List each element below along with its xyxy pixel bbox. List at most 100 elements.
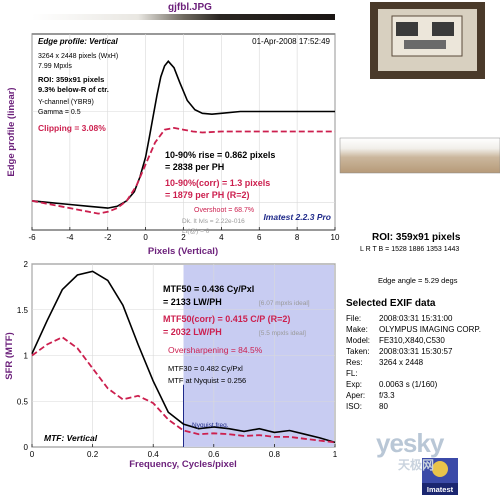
edge-x-tick-label: -6: [28, 233, 36, 242]
exif-row: File: 2008:03:31 15:31:00: [346, 314, 452, 323]
mtf50c-line-2: = 2032 LW/PH: [163, 327, 222, 337]
side-roi: ROI: 359x91 pixels: [372, 232, 461, 243]
roi-edge-image: [339, 137, 500, 174]
edge-lt-level: Lt(@) = 0: [182, 228, 210, 235]
mtf-x-tick-label: 0.4: [148, 450, 160, 459]
mtf-ylabel: SFR (MTF): [4, 332, 15, 380]
edge-info-1: 3264 x 2448 pixels (WxH): [38, 53, 118, 60]
mtf-y-tick-label: 1: [24, 352, 29, 361]
side-edge-angle: Edge angle = 5.29 degs: [378, 276, 458, 285]
edge-x-ticks: -6 -4 -2 0 2 4 6 8 10: [28, 227, 340, 242]
edge-x-tick-label: 6: [257, 233, 262, 242]
exif-value: 2008:03:31 15:30:57: [379, 347, 453, 356]
nyquist-region: [183, 265, 334, 447]
exif-row: FL:: [346, 369, 379, 378]
exif-row: Model: FE310,X840,C530: [346, 336, 445, 345]
exif-key: FL:: [346, 369, 358, 378]
exif-key: Exp:: [346, 380, 363, 389]
edge-clipping: Clipping = 3.08%: [38, 123, 106, 133]
nyquist-label: Nyquist freq.: [192, 422, 229, 429]
mtf-oversharpening: Oversharpening = 84.5%: [168, 345, 263, 355]
exif-value: OLYMPUS IMAGING CORP.: [379, 325, 481, 334]
edge-title: Edge profile: Vertical: [38, 37, 119, 46]
edge-rise-2: = 2838 per PH: [165, 162, 224, 172]
mtf-y-tick-label: 1.5: [17, 306, 29, 315]
edge-x-tick-label: 10: [331, 233, 340, 242]
edge-ylabel: Edge profile (linear): [6, 87, 17, 176]
mtf50-line-1: MTF50 = 0.436 Cy/Pxl: [163, 284, 254, 294]
exif-row: Aper: f/3.3: [346, 391, 395, 400]
mtf-title: MTF: Vertical: [44, 433, 98, 443]
edge-x-tick-label: 4: [219, 233, 224, 242]
mtf-x-tick-label: 1: [333, 450, 338, 459]
exif-value: 0.0063 s (1/160): [379, 380, 438, 389]
side-lrtb-values: = 1528 1886 1353 1443: [385, 246, 460, 253]
watermark-yesky: yesky: [376, 428, 444, 458]
mtf50-ideal: [6.07 mpxls ideal]: [259, 300, 310, 307]
exif-key: File:: [346, 314, 362, 323]
edge-date: 01-Apr-2008 17:52:49: [252, 37, 330, 46]
mtf-series: [31, 270, 336, 444]
window-title: gjfbl.JPG: [168, 2, 212, 13]
exif-key: Make:: [346, 325, 368, 334]
edge-x-tick-label: 2: [181, 233, 186, 242]
mtf-x-tick-label: 0.2: [87, 450, 99, 459]
exif-row: ISO: 80: [346, 402, 388, 411]
mtf-y-tick-label: 2: [24, 260, 29, 269]
exif-value: 80: [379, 402, 388, 411]
edge-rise-1: 10-90% rise = 0.862 pixels: [165, 150, 275, 160]
edge-x-tick-label: -2: [104, 233, 112, 242]
exif-value: FE310,X840,C530: [379, 336, 445, 345]
exif-key: Res:: [346, 358, 363, 367]
edge-roi-1: ROI: 359x91 pixels: [38, 75, 104, 84]
mtf-series-measured: [31, 270, 336, 444]
imatest-logo: Imatest: [422, 458, 458, 495]
edge-roi-2: 9.3% below-R of ctr.: [38, 85, 109, 94]
mtf-y-tick-label: 0: [24, 443, 29, 452]
edge-channel-1: Y-channel (YBR9): [38, 99, 94, 106]
side-lrtb: L R T B = 1528 1886 1353 1443: [360, 246, 459, 253]
mtf30-text: MTF30 = 0.482 Cy/Pxl: [168, 364, 243, 373]
edge-dk-levels: Dk. lt lvls = 2.22e-016: [182, 218, 245, 225]
edge-x-tick-label: -4: [66, 233, 74, 242]
edge-x-tick-label: 0: [143, 233, 148, 242]
mtf50c-ideal: [5.5 mpxls ideal]: [259, 330, 306, 337]
mtf50-line-2: = 2133 LW/PH: [163, 297, 222, 307]
imatest-version: Imatest 2.2.3 Pro: [263, 212, 331, 222]
exif-key: Taken:: [346, 347, 370, 356]
edge-series-corrected: [31, 126, 335, 215]
edge-xlabel: Pixels (Vertical): [148, 246, 218, 257]
mtf-xlabel: Frequency, Cycles/pixel: [129, 459, 237, 470]
exif-key: Model:: [346, 336, 371, 345]
mtf-x-tick-label: 0.6: [208, 450, 220, 459]
edge-rise-corr-2: = 1879 per PH (R=2): [165, 190, 250, 200]
exif-value: 2008:03:31 15:31:00: [379, 314, 453, 323]
mtf-panel: 0 0.2 0.4 0.6 0.8 1 0 0.5 1 1.5 2: [17, 260, 338, 459]
edge-series-measured: [31, 60, 335, 209]
exif-key: Aper:: [346, 391, 366, 400]
edge-x-tick-label: 8: [295, 233, 300, 242]
exif-value: f/3.3: [379, 391, 395, 400]
exif-row: Taken: 2008:03:31 15:30:57: [346, 347, 452, 356]
edge-series: [31, 60, 335, 215]
exif-value: 3264 x 2448: [379, 358, 424, 367]
mtf-series-corrected: [31, 336, 336, 444]
logo-text: Imatest: [427, 485, 454, 494]
mtf-nyquist-text: MTF at Nyquist = 0.256: [168, 376, 246, 385]
exif-row: Res: 3264 x 2448: [346, 358, 423, 367]
image-thumbnail: [370, 2, 485, 79]
edge-profile-panel: -6 -4 -2 0 2 4 6 8 10: [28, 33, 340, 242]
mtf-x-tick-label: 0.8: [269, 450, 281, 459]
edge-gradient-strip: [32, 14, 335, 20]
edge-channel-2: Gamma = 0.5: [38, 109, 81, 116]
exif-row: Exp: 0.0063 s (1/160): [346, 380, 437, 389]
edge-info-2: 7.99 Mpxls: [38, 63, 72, 70]
mtf-x-tick-label: 0: [30, 450, 35, 459]
exif-title: Selected EXIF data: [346, 298, 436, 309]
mtf50c-line-1: MTF50(corr) = 0.415 C/P (R=2): [163, 314, 290, 324]
mtf-y-tick-label: 0.5: [17, 397, 29, 406]
edge-rise-corr-1: 10-90%(corr) = 1.3 pixels: [165, 178, 270, 188]
edge-overshoot: Overshoot = 68.7%: [194, 207, 254, 214]
exif-row: Make: OLYMPUS IMAGING CORP.: [346, 325, 481, 334]
